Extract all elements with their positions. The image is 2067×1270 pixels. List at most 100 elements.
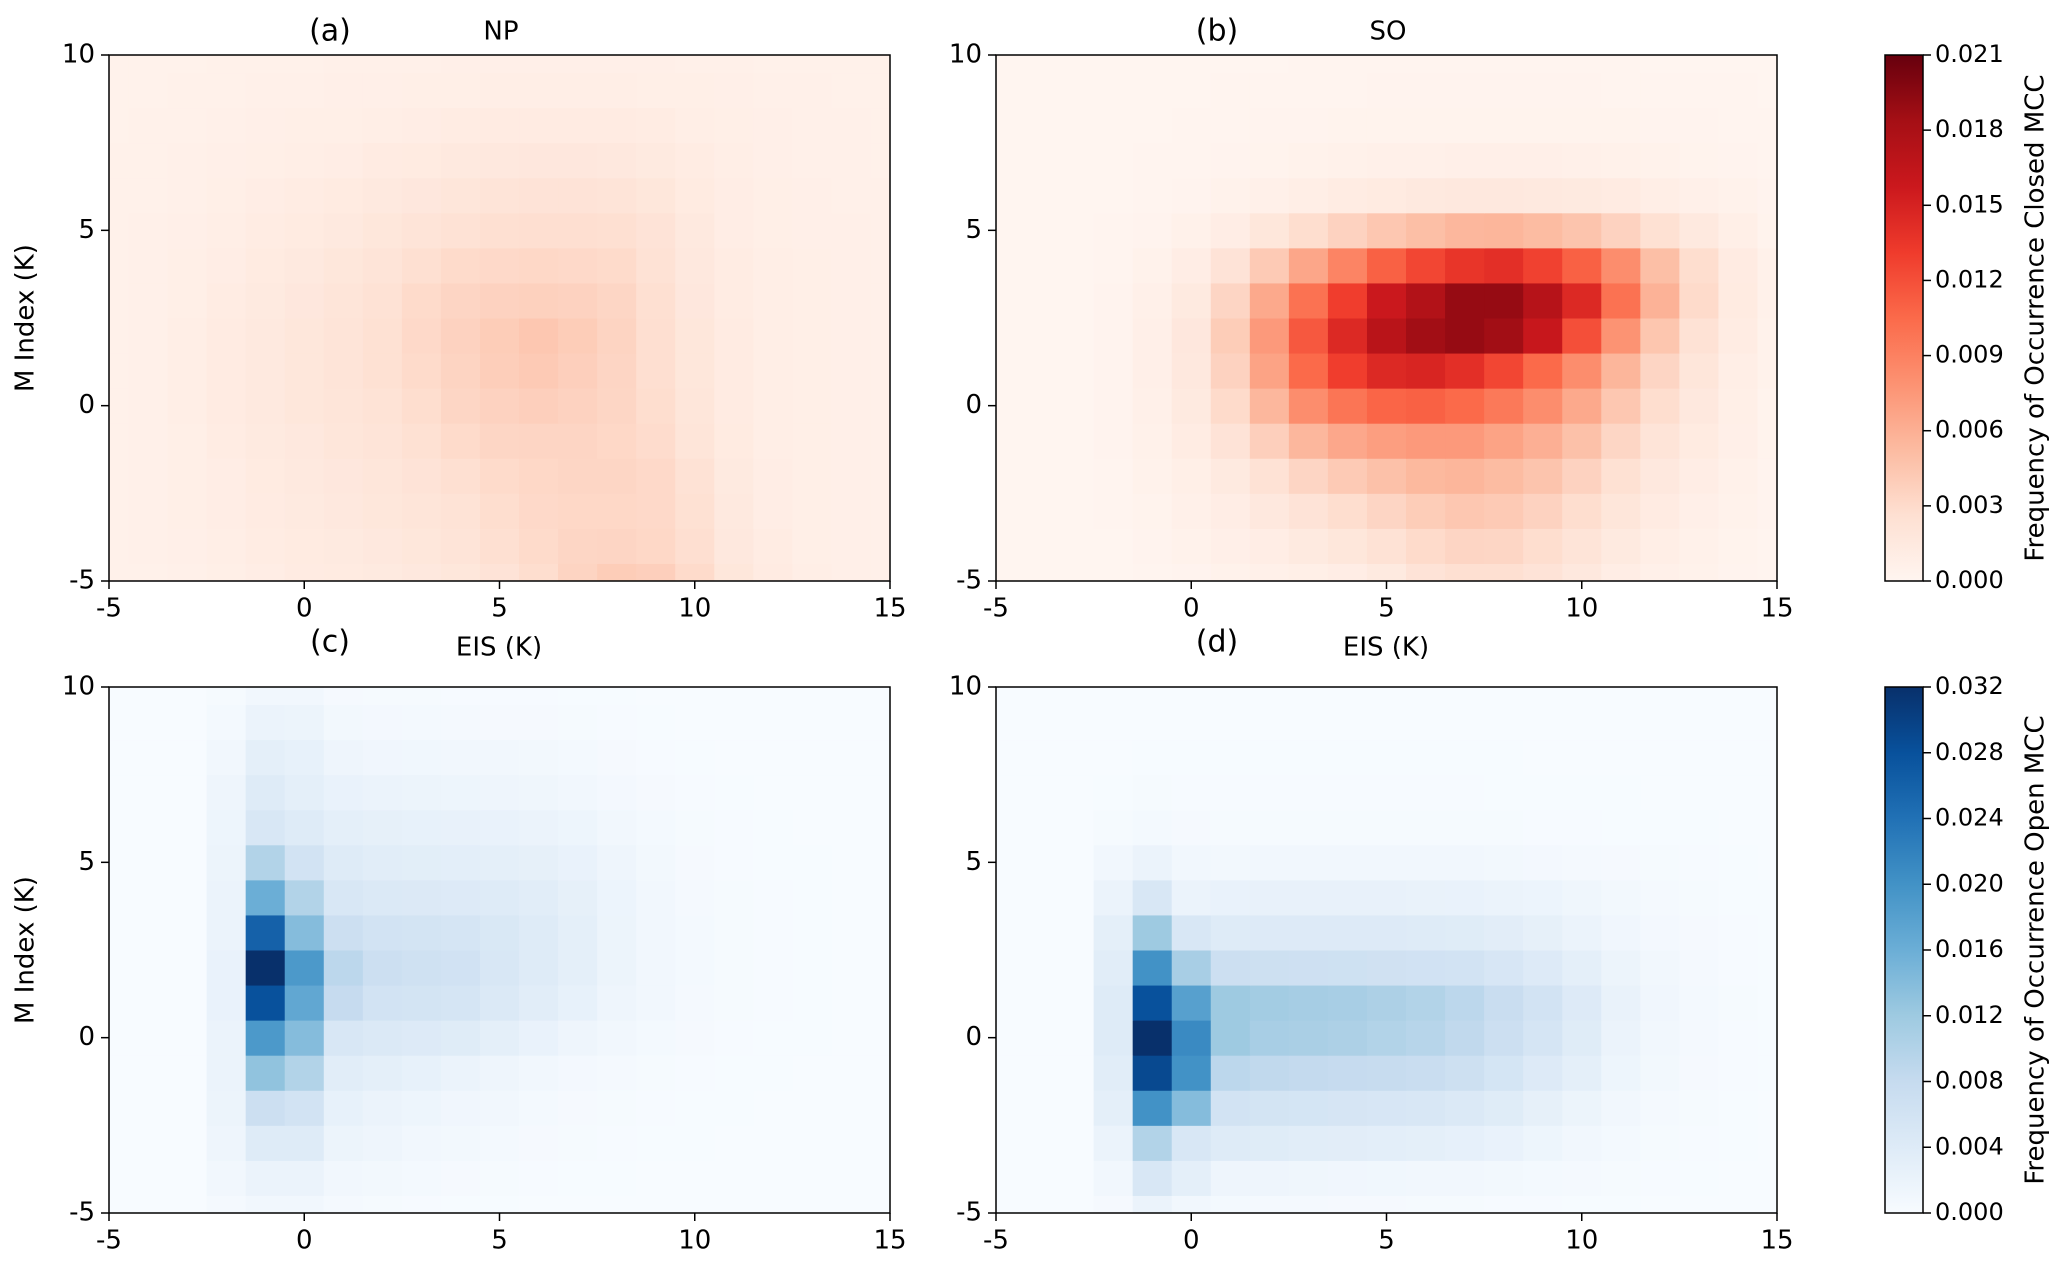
heatmap-cell xyxy=(558,318,598,354)
heatmap-cell xyxy=(167,212,208,249)
heatmap-cell xyxy=(284,1160,325,1196)
heatmap-cell xyxy=(109,950,130,986)
heatmap-cell xyxy=(753,72,793,109)
heatmap-cell xyxy=(1640,388,1680,424)
heatmap-cell xyxy=(1171,142,1212,179)
heatmap-cell xyxy=(831,739,871,776)
heatmap-cell xyxy=(675,282,715,319)
heatmap-cell xyxy=(1718,774,1758,811)
x-tick-label: 10 xyxy=(1565,1226,1598,1256)
heatmap-cell xyxy=(1601,353,1641,389)
heatmap-cell xyxy=(479,809,520,846)
heatmap-cell xyxy=(1679,687,1719,706)
heatmap-cell xyxy=(109,914,130,951)
heatmap-cell xyxy=(1015,72,1056,109)
heatmap-cell xyxy=(1093,1090,1134,1126)
heatmap-cell xyxy=(1210,528,1251,564)
heatmap-cell xyxy=(1679,844,1719,881)
heatmap-cell xyxy=(323,879,364,916)
heatmap-cell xyxy=(1210,493,1251,529)
heatmap-cell xyxy=(558,528,598,564)
heatmap-cell xyxy=(1093,72,1134,109)
heatmap-cell xyxy=(440,879,481,916)
heatmap-cell xyxy=(323,318,364,354)
heatmap-cell xyxy=(753,247,793,284)
heatmap-cell xyxy=(1601,177,1641,214)
heatmap-cell xyxy=(1406,388,1446,424)
heatmap-cell xyxy=(519,950,559,986)
heatmap-cell xyxy=(1210,282,1251,319)
heatmap-cell xyxy=(323,388,364,424)
heatmap-cell xyxy=(1132,388,1173,424)
heatmap-cell xyxy=(1406,1160,1446,1196)
heatmap-cell xyxy=(1132,985,1173,1021)
heatmap-cell xyxy=(323,142,364,179)
heatmap-cell xyxy=(1015,282,1056,319)
heatmap-cell xyxy=(1523,1090,1563,1126)
heatmap-cell xyxy=(1679,493,1719,529)
heatmap-cell xyxy=(284,458,325,494)
heatmap-cell xyxy=(1015,107,1056,144)
heatmap-cell xyxy=(1288,212,1329,249)
heatmap-cell xyxy=(1249,72,1290,109)
heatmap-cell xyxy=(1679,809,1719,846)
heatmap-cell xyxy=(996,1125,1017,1161)
heatmap-cell xyxy=(1445,388,1485,424)
heatmap-cell xyxy=(323,774,364,811)
heatmap-cell xyxy=(1718,423,1758,459)
heatmap-cell xyxy=(519,914,559,951)
heatmap-cell xyxy=(792,458,832,494)
heatmap-cell xyxy=(440,950,481,986)
heatmap-cell xyxy=(1445,247,1485,284)
colorbar-tick-label: 0.012 xyxy=(1935,265,2004,293)
heatmap-cell xyxy=(831,282,871,319)
heatmap-cell xyxy=(870,72,891,109)
heatmap-cell xyxy=(1757,388,1778,424)
heatmap-cell xyxy=(206,107,247,144)
heatmap-cell xyxy=(206,1160,247,1196)
heatmap-cell xyxy=(1015,493,1056,529)
heatmap-cell xyxy=(597,55,637,74)
heatmap-cell xyxy=(1132,879,1173,916)
heatmap-cell xyxy=(636,423,676,459)
heatmap-cell xyxy=(323,809,364,846)
heatmap-cell xyxy=(245,774,286,811)
heatmap-cell xyxy=(206,1020,247,1056)
heatmap-cell xyxy=(1445,774,1485,811)
heatmap-cell xyxy=(714,1160,754,1196)
heatmap-cell xyxy=(1132,247,1173,284)
heatmap-cell xyxy=(714,950,754,986)
heatmap-cell xyxy=(284,1195,325,1214)
heatmap-cell xyxy=(1249,1160,1290,1196)
heatmap-cell xyxy=(401,1020,442,1056)
heatmap-cell xyxy=(831,1125,871,1161)
heatmap-cell xyxy=(167,739,208,776)
heatmap-cell xyxy=(1601,809,1641,846)
heatmap-cell xyxy=(440,985,481,1021)
heatmap-cell xyxy=(128,72,169,109)
heatmap-cell xyxy=(1171,1160,1212,1196)
heatmap-cell xyxy=(1093,563,1134,582)
heatmap-cell xyxy=(128,687,169,706)
heatmap-cell xyxy=(440,844,481,881)
heatmap-cell xyxy=(1054,1090,1095,1126)
heatmap-cell xyxy=(128,950,169,986)
heatmap-cell xyxy=(1601,844,1641,881)
heatmap-cell xyxy=(1288,914,1329,951)
heatmap-cell xyxy=(675,55,715,74)
heatmap-cell xyxy=(245,879,286,916)
heatmap-cell xyxy=(1366,1020,1407,1056)
heatmap-cell xyxy=(996,1055,1017,1091)
heatmap-cell xyxy=(1562,1125,1602,1161)
heatmap-cell xyxy=(1171,774,1212,811)
heatmap-cell xyxy=(714,1090,754,1126)
colorbar xyxy=(1884,54,1924,582)
heatmap-cell xyxy=(323,739,364,776)
heatmap-cell xyxy=(206,1055,247,1091)
heatmap-cell xyxy=(1718,282,1758,319)
heatmap-cell xyxy=(362,1195,403,1214)
heatmap-cell xyxy=(1288,563,1329,582)
heatmap-cell xyxy=(1132,458,1173,494)
heatmap-cell xyxy=(1406,72,1446,109)
heatmap-cell xyxy=(1640,844,1680,881)
